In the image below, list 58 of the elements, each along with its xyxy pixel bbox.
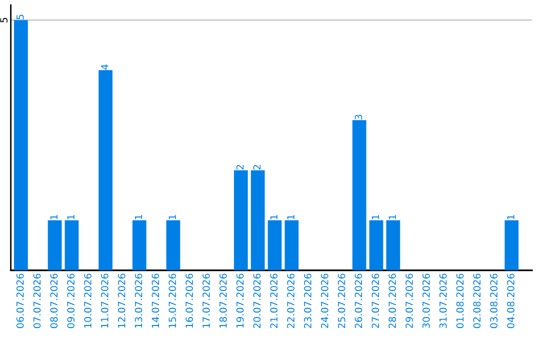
- bar: [504, 220, 519, 270]
- x-tick-label: 10.07.2026: [84, 274, 92, 328]
- x-tick-label: 15.07.2026: [168, 274, 176, 328]
- data-label: 1: [67, 214, 74, 220]
- x-tick-label: 28.07.2026: [388, 274, 396, 328]
- bar: [284, 220, 299, 270]
- x-tick-label: 01.08.2026: [456, 274, 464, 328]
- data-label: 5: [16, 14, 24, 20]
- x-tick-label: 25.07.2026: [338, 274, 346, 328]
- data-label: 1: [168, 214, 176, 220]
- x-tick-label: 17.07.2026: [202, 274, 210, 328]
- data-label: 1: [388, 214, 396, 220]
- bar: [132, 220, 146, 270]
- data-label: 2: [236, 165, 244, 170]
- x-tick-label: 13.07.2026: [134, 274, 142, 328]
- bar: [369, 220, 384, 270]
- bar: [352, 120, 366, 270]
- data-label: 4: [101, 64, 108, 70]
- bar: [48, 220, 62, 270]
- x-tick-label: 03.08.2026: [490, 274, 498, 328]
- x-tick-label: 29.07.2026: [406, 274, 413, 328]
- bar: [386, 220, 400, 270]
- x-tick-label: 22.07.2026: [287, 274, 294, 328]
- x-tick-label: 11.07.2026: [101, 274, 108, 328]
- x-tick-label: 19.07.2026: [236, 274, 244, 328]
- data-label: 1: [287, 214, 294, 220]
- x-tick-label: 27.07.2026: [372, 274, 380, 328]
- bar: [268, 220, 282, 270]
- data-label: 1: [270, 214, 278, 220]
- bar: [250, 170, 265, 270]
- x-tick-label: 16.07.2026: [186, 274, 193, 328]
- x-tick-label: 06.07.2026: [16, 274, 24, 328]
- x-tick-label: 30.07.2026: [422, 274, 430, 328]
- x-tick-label: 26.07.2026: [354, 274, 362, 328]
- x-tick-label: 14.07.2026: [152, 274, 160, 328]
- x-tick-label: 31.07.2026: [439, 274, 447, 328]
- x-tick-label: 18.07.2026: [219, 274, 227, 328]
- bar: [98, 70, 112, 270]
- data-label: 1: [507, 214, 514, 220]
- x-tick-label: 09.07.2026: [67, 274, 75, 328]
- data-label: 1: [50, 214, 58, 220]
- x-tick-label: 02.08.2026: [473, 274, 481, 328]
- x-tick-label: 21.07.2026: [270, 274, 278, 328]
- data-label: 2: [253, 165, 260, 170]
- x-tick-label: 07.07.2026: [33, 274, 41, 328]
- data-label: 1: [134, 214, 142, 220]
- x-tick-label: 20.07.2026: [253, 274, 261, 328]
- data-label: 1: [372, 214, 379, 220]
- x-tick-label: 24.07.2026: [320, 274, 328, 328]
- data-label: 3: [354, 114, 362, 120]
- x-tick-label: 04.08.2026: [507, 274, 514, 328]
- bar: [166, 220, 180, 270]
- x-tick-label: 23.07.2026: [304, 274, 312, 328]
- bar: [14, 20, 28, 270]
- bar: [234, 170, 248, 270]
- x-tick-label: 08.07.2026: [50, 274, 58, 328]
- bar: [64, 220, 79, 270]
- x-tick-label: 12.07.2026: [118, 274, 126, 328]
